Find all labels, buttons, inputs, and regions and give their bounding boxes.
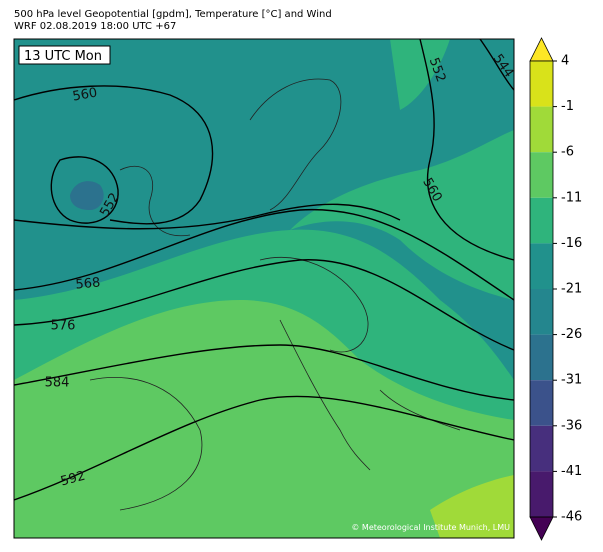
colorbar-tick-label: -16 [561, 236, 582, 251]
subtitle: WRF 02.08.2019 18:00 UTC +67 [14, 21, 176, 32]
colorbar-band [530, 197, 553, 244]
colorbar-band [530, 289, 553, 335]
map-frame [13, 38, 515, 539]
colorbar-tick-label: -21 [561, 282, 582, 297]
colorbar-tick-label: -1 [561, 99, 574, 114]
contour-label: 560 [71, 85, 98, 104]
colorbar-tick-label: -26 [561, 327, 582, 342]
contour-label: 584 [45, 376, 70, 391]
colorbar-tick-label: 4 [561, 54, 569, 69]
colorbar-band [530, 243, 553, 289]
colorbar-tick-label: -46 [561, 510, 582, 525]
contour-label: 592 [59, 469, 87, 490]
map-area [14, 39, 514, 538]
copyright: © Meteorological Institute Munich, LMU [351, 523, 510, 532]
colorbar-band [530, 471, 553, 517]
colorbar-band [530, 334, 553, 381]
colorbar-tick-label: -6 [561, 145, 574, 160]
colorbar-band [530, 380, 553, 426]
colorbar-tick-label: -31 [561, 373, 582, 388]
colorbar-band [530, 61, 553, 107]
colorbar-extend-top [529, 37, 554, 62]
colorbar-tick-label: -36 [561, 418, 582, 433]
contour-label: 568 [75, 275, 101, 292]
colorbar-tick-label: -41 [561, 464, 582, 479]
colorbar-extend-bottom [529, 516, 554, 541]
contour-label: 576 [51, 319, 76, 334]
time-label: 13 UTC Mon [24, 49, 102, 64]
colorbar-band [530, 106, 553, 153]
colorbar-tick-label: -11 [561, 190, 582, 205]
time-box [18, 45, 111, 65]
title: 500 hPa level Geopotential [gpdm], Tempe… [14, 9, 332, 20]
colorbar-band [530, 152, 553, 198]
colorbar-band [530, 425, 553, 472]
